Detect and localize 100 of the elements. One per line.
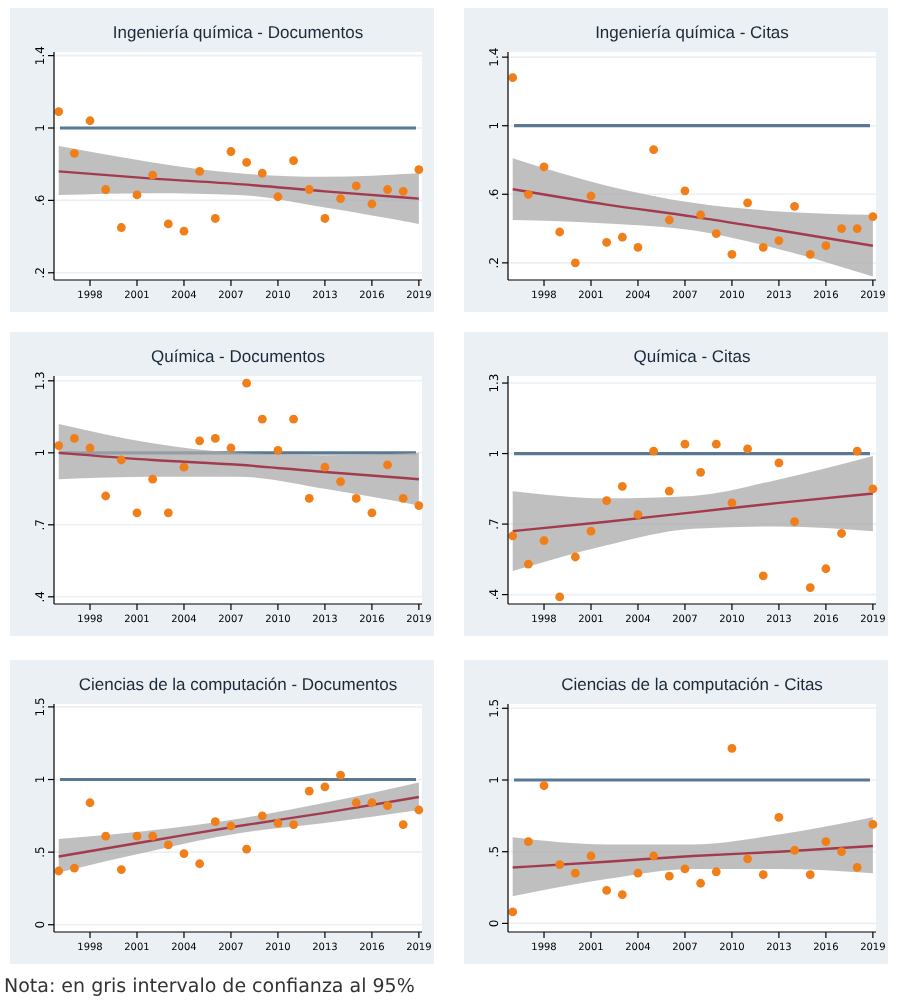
- point: [257, 168, 267, 178]
- point: [617, 482, 627, 491]
- point: [633, 510, 643, 520]
- point: [195, 167, 205, 176]
- point: [54, 441, 64, 450]
- chart-title: Ciencias de la computación - Citas: [561, 674, 823, 694]
- point: [320, 214, 330, 223]
- point: [69, 434, 79, 443]
- point: [696, 467, 706, 477]
- point: [336, 477, 345, 486]
- point: [273, 818, 283, 828]
- point: [289, 156, 298, 165]
- point: [555, 860, 565, 869]
- point: [743, 854, 752, 864]
- chart-title: Química - Documentos: [151, 346, 325, 366]
- chart-title: Ingeniería química - Citas: [595, 22, 789, 42]
- line-series: [57, 795, 421, 858]
- point: [555, 227, 565, 237]
- point: [148, 831, 158, 841]
- point: [617, 890, 627, 900]
- point: [743, 198, 752, 208]
- point: [85, 116, 95, 126]
- point: [367, 798, 377, 808]
- point: [195, 436, 205, 446]
- point: [414, 501, 424, 510]
- point: [602, 886, 612, 895]
- point: [383, 185, 392, 194]
- line-series: [511, 187, 875, 247]
- point: [727, 249, 737, 259]
- point: [805, 870, 815, 880]
- point: [289, 820, 298, 829]
- point: [101, 831, 111, 841]
- point: [148, 474, 158, 484]
- point: [664, 486, 674, 496]
- point: [116, 455, 126, 465]
- point: [101, 491, 111, 501]
- point: [226, 443, 236, 453]
- point: [852, 446, 862, 456]
- point: [336, 770, 345, 780]
- point: [805, 583, 815, 592]
- point: [163, 219, 173, 229]
- point: [837, 224, 846, 233]
- point: [633, 243, 643, 252]
- point: [523, 189, 533, 199]
- point: [790, 517, 799, 527]
- line-series: [57, 451, 421, 481]
- point: [821, 837, 831, 847]
- point: [727, 498, 737, 508]
- point: [539, 781, 549, 791]
- point: [54, 866, 64, 876]
- point: [602, 237, 612, 247]
- point: [304, 786, 314, 796]
- point: [602, 496, 612, 505]
- chart-title: Ciencias de la computación - Documentos: [78, 674, 398, 694]
- point: [774, 812, 784, 822]
- point: [210, 817, 220, 827]
- point: [711, 867, 721, 877]
- point: [163, 840, 173, 850]
- point: [398, 186, 408, 196]
- line-series: [511, 844, 875, 869]
- point: [696, 210, 706, 220]
- point: [790, 845, 799, 855]
- point: [132, 508, 142, 518]
- point: [273, 446, 283, 455]
- point: [101, 185, 111, 194]
- point: [774, 236, 784, 245]
- point: [69, 863, 79, 873]
- point: [758, 870, 768, 880]
- point: [242, 844, 252, 854]
- point: [696, 878, 706, 888]
- point: [837, 847, 846, 857]
- point: [555, 592, 565, 602]
- point: [242, 378, 252, 388]
- point: [868, 820, 878, 829]
- point: [868, 484, 878, 494]
- point: [586, 851, 596, 861]
- point: [586, 191, 596, 201]
- point: [570, 552, 580, 562]
- point: [774, 458, 784, 468]
- point: [523, 559, 533, 569]
- point: [664, 871, 674, 881]
- point: [539, 536, 549, 545]
- point: [680, 864, 690, 874]
- point: [837, 529, 846, 538]
- point: [508, 531, 518, 541]
- point: [758, 571, 768, 581]
- point: [163, 508, 173, 518]
- chart-title: Química - Citas: [633, 346, 751, 366]
- point: [383, 460, 392, 470]
- line-series: [57, 170, 421, 200]
- point: [758, 243, 768, 252]
- point: [633, 868, 643, 878]
- point: [367, 508, 377, 518]
- point: [210, 434, 220, 443]
- point: [852, 224, 862, 233]
- point: [257, 811, 267, 821]
- point: [586, 526, 596, 536]
- point: [351, 798, 361, 808]
- point: [85, 443, 95, 453]
- point: [649, 145, 659, 155]
